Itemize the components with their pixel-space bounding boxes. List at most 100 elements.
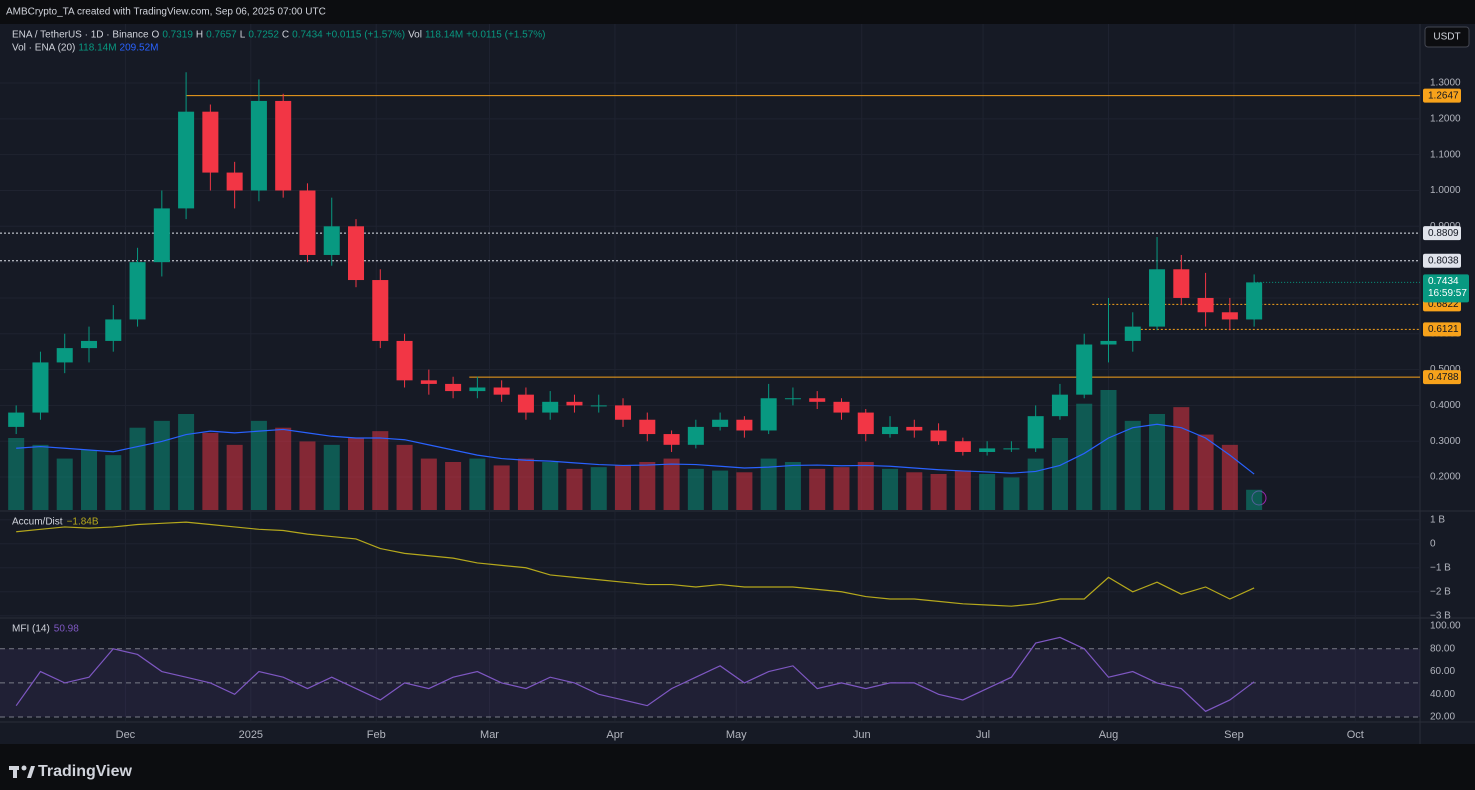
- volume-bar: [1173, 407, 1190, 510]
- candle-body: [712, 419, 729, 427]
- volume-bar: [663, 458, 680, 510]
- volume-bar: [56, 458, 73, 510]
- candle-body: [1197, 297, 1214, 313]
- last-price-box: [1423, 274, 1469, 303]
- candle-body: [178, 111, 195, 209]
- candle-body: [348, 226, 365, 281]
- legend-text: +0.0115 (+1.57%): [326, 30, 405, 41]
- volume-bar: [857, 462, 874, 510]
- x-tick-label: Sep: [1224, 729, 1244, 741]
- y-tick-label: −1 B: [1430, 562, 1451, 573]
- volume-bar: [32, 444, 49, 510]
- candle-body: [1246, 282, 1263, 320]
- volume-bar: [712, 470, 729, 510]
- x-tick-label: Mar: [480, 729, 499, 741]
- candle-body: [542, 401, 559, 413]
- level-label-box: [1423, 253, 1461, 268]
- legend-text: 0.7252: [248, 30, 279, 41]
- candle-body: [1149, 269, 1166, 327]
- volume-bar: [566, 468, 583, 510]
- x-tick-label: Dec: [116, 729, 136, 741]
- y-tick-label: 0.4000: [1430, 400, 1461, 411]
- volume-bar: [250, 420, 267, 510]
- candle-body: [493, 387, 510, 395]
- volume-bar: [882, 468, 899, 510]
- candle-body: [663, 434, 680, 445]
- candle-body: [275, 100, 292, 191]
- volume-bar: [1076, 403, 1093, 510]
- legend-text: 209.52M: [120, 43, 159, 54]
- candle-body: [1124, 326, 1141, 341]
- y-tick-label: 100.00: [1430, 621, 1461, 632]
- legend-text: L: [240, 30, 246, 41]
- volume-bar: [8, 438, 25, 510]
- volume-bar: [202, 432, 219, 510]
- candle-body: [323, 226, 340, 255]
- y-tick-label: −2 B: [1430, 586, 1451, 597]
- logo-part: [13, 766, 17, 778]
- level-label: 0.8038: [1428, 255, 1459, 266]
- legend-text: 0.7434: [292, 30, 323, 41]
- y-tick-label: 60.00: [1430, 666, 1455, 677]
- y-tick-label: 0: [1430, 538, 1436, 549]
- y-tick-label: 0.5000: [1430, 364, 1461, 375]
- volume-bar: [445, 462, 462, 510]
- volume-bar: [979, 474, 996, 510]
- level-label-box: [1423, 370, 1461, 385]
- volume-bar: [615, 465, 632, 510]
- candle-body: [979, 448, 996, 452]
- volume-bar: [1246, 489, 1263, 510]
- candle-body: [809, 398, 826, 402]
- volume-bar: [906, 472, 923, 510]
- candle-body: [153, 208, 170, 263]
- candle-body: [882, 426, 899, 435]
- candle-body: [1027, 416, 1044, 449]
- volume-bar: [784, 462, 801, 510]
- candle-body: [226, 172, 243, 191]
- x-tick-label: Jul: [976, 729, 990, 741]
- volume-ma-line: [16, 423, 1255, 475]
- volume-bar: [493, 465, 510, 510]
- candle-body: [930, 430, 947, 442]
- volume-bar: [736, 472, 753, 510]
- volume-bar: [1221, 444, 1238, 510]
- candle-body: [420, 380, 437, 384]
- x-tick-label: Oct: [1347, 729, 1364, 741]
- candle-body: [736, 419, 753, 431]
- candle-body: [80, 340, 98, 349]
- candle-body: [1003, 448, 1020, 450]
- candle-body: [615, 405, 632, 420]
- volume-bar: [1197, 434, 1214, 510]
- y-tick-label: 1.0000: [1430, 185, 1461, 196]
- x-tick-label: 2025: [239, 729, 263, 741]
- volume-bar: [930, 474, 947, 510]
- level-label-box: [1423, 88, 1461, 103]
- y-tick-label: 1 B: [1430, 514, 1445, 525]
- currency: USDT: [1433, 32, 1460, 43]
- volume-bar: [396, 444, 413, 510]
- volume-bar: [129, 427, 146, 510]
- indicator-value: −1.84B: [67, 517, 99, 528]
- y-tick-label: 40.00: [1430, 689, 1455, 700]
- candle-body: [1221, 312, 1238, 320]
- legend-text: O: [152, 30, 160, 41]
- legend-text: 0.7657: [206, 30, 237, 41]
- legend-text: 118.14M: [425, 30, 463, 41]
- candle-body: [202, 111, 219, 173]
- candle-body: [1100, 340, 1117, 345]
- legend-text: 118.14M: [78, 43, 116, 54]
- legend-text: C: [282, 30, 289, 41]
- candle-body: [590, 405, 607, 407]
- volume-bar: [1051, 438, 1068, 510]
- x-tick-label: Apr: [606, 729, 623, 741]
- logo-part: [27, 766, 35, 778]
- volume-bar: [323, 444, 340, 510]
- volume-bar: [420, 458, 437, 510]
- candle-body: [687, 426, 704, 445]
- volume-bar: [348, 438, 365, 510]
- y-tick-label: 1.1000: [1430, 149, 1461, 160]
- currency-button[interactable]: [1424, 26, 1470, 48]
- volume-bar: [1149, 414, 1166, 510]
